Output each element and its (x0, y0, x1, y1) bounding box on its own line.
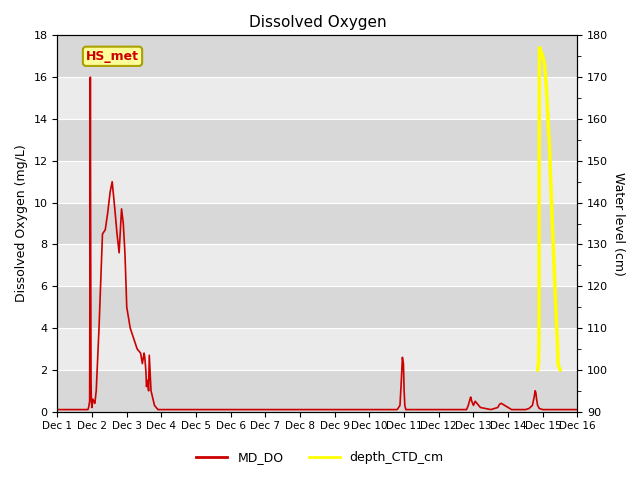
Bar (58, 370, 577, 412)
Text: HS_met: HS_met (86, 50, 139, 63)
Bar (58, 203, 577, 244)
Bar (58, 36, 577, 77)
Bar (58, 286, 577, 328)
Y-axis label: Dissolved Oxygen (mg/L): Dissolved Oxygen (mg/L) (15, 144, 28, 302)
Legend: MD_DO, depth_CTD_cm: MD_DO, depth_CTD_cm (191, 446, 449, 469)
Bar (58, 119, 577, 161)
Title: Dissolved Oxygen: Dissolved Oxygen (248, 15, 387, 30)
Y-axis label: Water level (cm): Water level (cm) (612, 171, 625, 276)
